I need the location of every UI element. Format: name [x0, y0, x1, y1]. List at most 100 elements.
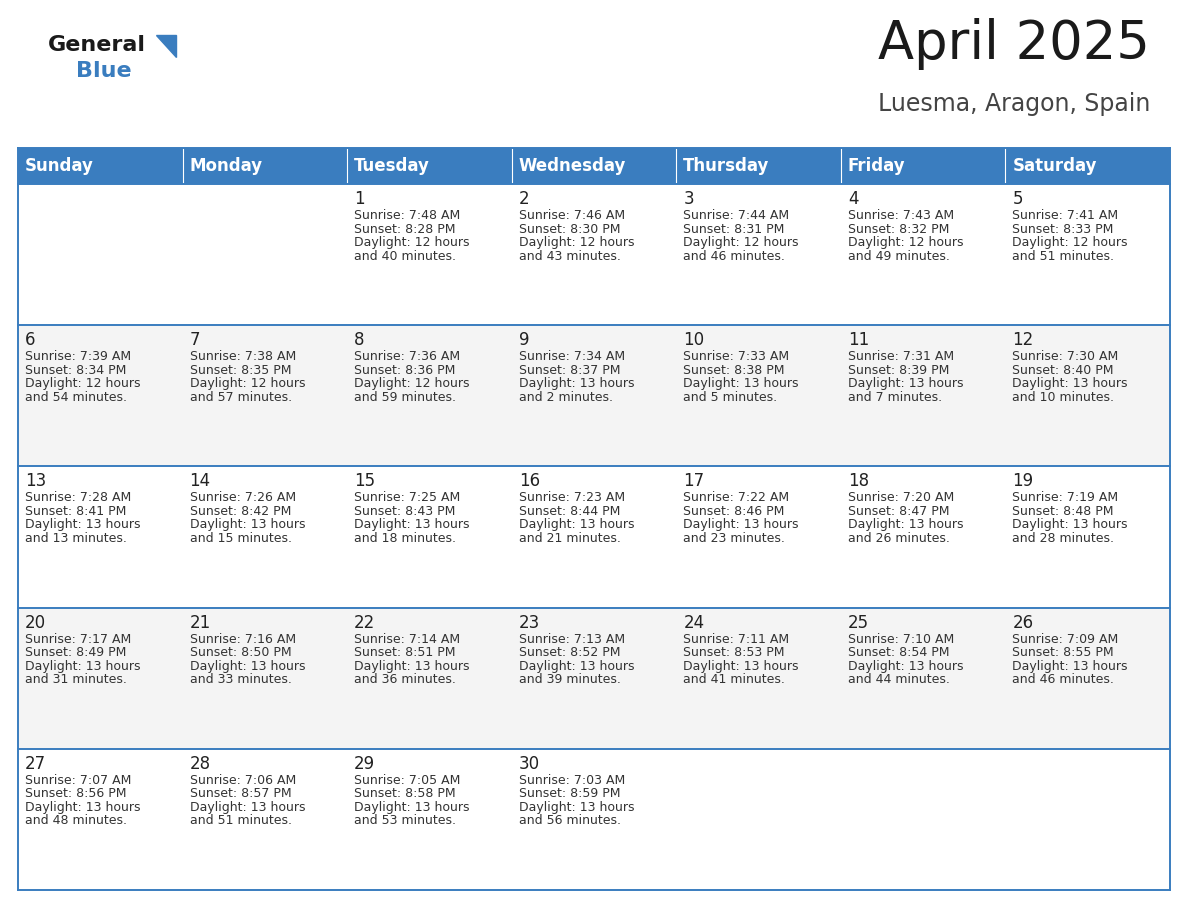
Text: Daylight: 12 hours: Daylight: 12 hours: [1012, 236, 1127, 249]
Text: Sunrise: 7:13 AM: Sunrise: 7:13 AM: [519, 633, 625, 645]
Text: Sunset: 8:39 PM: Sunset: 8:39 PM: [848, 364, 949, 376]
Text: Sunrise: 7:26 AM: Sunrise: 7:26 AM: [190, 491, 296, 504]
Text: Daylight: 12 hours: Daylight: 12 hours: [354, 377, 469, 390]
Text: 4: 4: [848, 190, 859, 208]
Text: and 28 minutes.: and 28 minutes.: [1012, 532, 1114, 545]
Text: 30: 30: [519, 755, 539, 773]
Text: Daylight: 13 hours: Daylight: 13 hours: [1012, 660, 1127, 673]
Text: Sunset: 8:32 PM: Sunset: 8:32 PM: [848, 222, 949, 236]
Text: Daylight: 13 hours: Daylight: 13 hours: [848, 377, 963, 390]
Text: Sunrise: 7:39 AM: Sunrise: 7:39 AM: [25, 350, 131, 364]
Text: and 51 minutes.: and 51 minutes.: [1012, 250, 1114, 263]
Text: and 41 minutes.: and 41 minutes.: [683, 673, 785, 686]
Text: Daylight: 13 hours: Daylight: 13 hours: [190, 800, 305, 813]
Text: Sunset: 8:28 PM: Sunset: 8:28 PM: [354, 222, 456, 236]
Text: April 2025: April 2025: [878, 18, 1150, 70]
Text: Sunset: 8:54 PM: Sunset: 8:54 PM: [848, 646, 949, 659]
Text: Sunrise: 7:43 AM: Sunrise: 7:43 AM: [848, 209, 954, 222]
Text: 29: 29: [354, 755, 375, 773]
Text: and 53 minutes.: and 53 minutes.: [354, 814, 456, 827]
Text: Daylight: 12 hours: Daylight: 12 hours: [519, 236, 634, 249]
Text: and 44 minutes.: and 44 minutes.: [848, 673, 949, 686]
Text: Sunset: 8:53 PM: Sunset: 8:53 PM: [683, 646, 785, 659]
Text: 11: 11: [848, 331, 870, 349]
Text: Daylight: 13 hours: Daylight: 13 hours: [683, 377, 798, 390]
Text: and 57 minutes.: and 57 minutes.: [190, 391, 292, 404]
Text: 21: 21: [190, 613, 210, 632]
Text: and 7 minutes.: and 7 minutes.: [848, 391, 942, 404]
Text: Saturday: Saturday: [1012, 157, 1097, 175]
FancyBboxPatch shape: [18, 608, 1170, 749]
Text: Sunrise: 7:23 AM: Sunrise: 7:23 AM: [519, 491, 625, 504]
Text: Sunrise: 7:16 AM: Sunrise: 7:16 AM: [190, 633, 296, 645]
Text: and 15 minutes.: and 15 minutes.: [190, 532, 291, 545]
Text: 5: 5: [1012, 190, 1023, 208]
Text: Daylight: 13 hours: Daylight: 13 hours: [25, 660, 140, 673]
Text: Sunrise: 7:10 AM: Sunrise: 7:10 AM: [848, 633, 954, 645]
Text: and 46 minutes.: and 46 minutes.: [1012, 673, 1114, 686]
Text: and 26 minutes.: and 26 minutes.: [848, 532, 949, 545]
Text: Daylight: 13 hours: Daylight: 13 hours: [848, 519, 963, 532]
Text: Sunset: 8:51 PM: Sunset: 8:51 PM: [354, 646, 456, 659]
FancyBboxPatch shape: [18, 148, 183, 184]
Text: Tuesday: Tuesday: [354, 157, 430, 175]
Text: Sunrise: 7:14 AM: Sunrise: 7:14 AM: [354, 633, 460, 645]
Text: Sunrise: 7:05 AM: Sunrise: 7:05 AM: [354, 774, 461, 787]
Text: and 13 minutes.: and 13 minutes.: [25, 532, 127, 545]
FancyBboxPatch shape: [841, 148, 1005, 184]
Text: Daylight: 13 hours: Daylight: 13 hours: [354, 519, 469, 532]
Text: Sunrise: 7:25 AM: Sunrise: 7:25 AM: [354, 491, 461, 504]
Text: and 2 minutes.: and 2 minutes.: [519, 391, 613, 404]
Text: Sunset: 8:52 PM: Sunset: 8:52 PM: [519, 646, 620, 659]
Text: Sunset: 8:34 PM: Sunset: 8:34 PM: [25, 364, 126, 376]
Text: Daylight: 13 hours: Daylight: 13 hours: [1012, 519, 1127, 532]
Text: 6: 6: [25, 331, 36, 349]
Text: Luesma, Aragon, Spain: Luesma, Aragon, Spain: [878, 92, 1150, 116]
Text: and 46 minutes.: and 46 minutes.: [683, 250, 785, 263]
Text: Sunrise: 7:46 AM: Sunrise: 7:46 AM: [519, 209, 625, 222]
Text: 9: 9: [519, 331, 529, 349]
Text: 13: 13: [25, 473, 46, 490]
Text: Sunset: 8:33 PM: Sunset: 8:33 PM: [1012, 222, 1114, 236]
Text: Sunrise: 7:06 AM: Sunrise: 7:06 AM: [190, 774, 296, 787]
Text: Sunset: 8:58 PM: Sunset: 8:58 PM: [354, 788, 456, 800]
Text: Daylight: 12 hours: Daylight: 12 hours: [190, 377, 305, 390]
FancyBboxPatch shape: [347, 148, 512, 184]
Text: and 40 minutes.: and 40 minutes.: [354, 250, 456, 263]
Text: 1: 1: [354, 190, 365, 208]
Text: Daylight: 12 hours: Daylight: 12 hours: [683, 236, 798, 249]
Text: 12: 12: [1012, 331, 1034, 349]
Text: Sunset: 8:55 PM: Sunset: 8:55 PM: [1012, 646, 1114, 659]
Text: Sunset: 8:31 PM: Sunset: 8:31 PM: [683, 222, 784, 236]
Text: Daylight: 13 hours: Daylight: 13 hours: [519, 800, 634, 813]
FancyBboxPatch shape: [18, 466, 1170, 608]
Text: Thursday: Thursday: [683, 157, 770, 175]
Text: Sunrise: 7:17 AM: Sunrise: 7:17 AM: [25, 633, 131, 645]
FancyBboxPatch shape: [1005, 148, 1170, 184]
Text: Daylight: 13 hours: Daylight: 13 hours: [848, 660, 963, 673]
Text: and 56 minutes.: and 56 minutes.: [519, 814, 620, 827]
Text: Daylight: 13 hours: Daylight: 13 hours: [25, 519, 140, 532]
Text: Sunrise: 7:07 AM: Sunrise: 7:07 AM: [25, 774, 132, 787]
Text: and 54 minutes.: and 54 minutes.: [25, 391, 127, 404]
Text: Daylight: 13 hours: Daylight: 13 hours: [354, 800, 469, 813]
Text: 20: 20: [25, 613, 46, 632]
Text: Sunrise: 7:22 AM: Sunrise: 7:22 AM: [683, 491, 789, 504]
Text: Daylight: 12 hours: Daylight: 12 hours: [25, 377, 140, 390]
Text: Sunset: 8:59 PM: Sunset: 8:59 PM: [519, 788, 620, 800]
Text: Daylight: 13 hours: Daylight: 13 hours: [519, 660, 634, 673]
Text: and 59 minutes.: and 59 minutes.: [354, 391, 456, 404]
Text: and 49 minutes.: and 49 minutes.: [848, 250, 949, 263]
Text: 8: 8: [354, 331, 365, 349]
Text: 26: 26: [1012, 613, 1034, 632]
Text: 18: 18: [848, 473, 868, 490]
Text: 17: 17: [683, 473, 704, 490]
Text: Sunrise: 7:19 AM: Sunrise: 7:19 AM: [1012, 491, 1119, 504]
Text: and 43 minutes.: and 43 minutes.: [519, 250, 620, 263]
Text: Daylight: 13 hours: Daylight: 13 hours: [190, 519, 305, 532]
Text: Daylight: 13 hours: Daylight: 13 hours: [25, 800, 140, 813]
Text: Daylight: 13 hours: Daylight: 13 hours: [519, 519, 634, 532]
Text: Sunrise: 7:30 AM: Sunrise: 7:30 AM: [1012, 350, 1119, 364]
Text: Sunrise: 7:33 AM: Sunrise: 7:33 AM: [683, 350, 789, 364]
Text: Sunset: 8:56 PM: Sunset: 8:56 PM: [25, 788, 126, 800]
